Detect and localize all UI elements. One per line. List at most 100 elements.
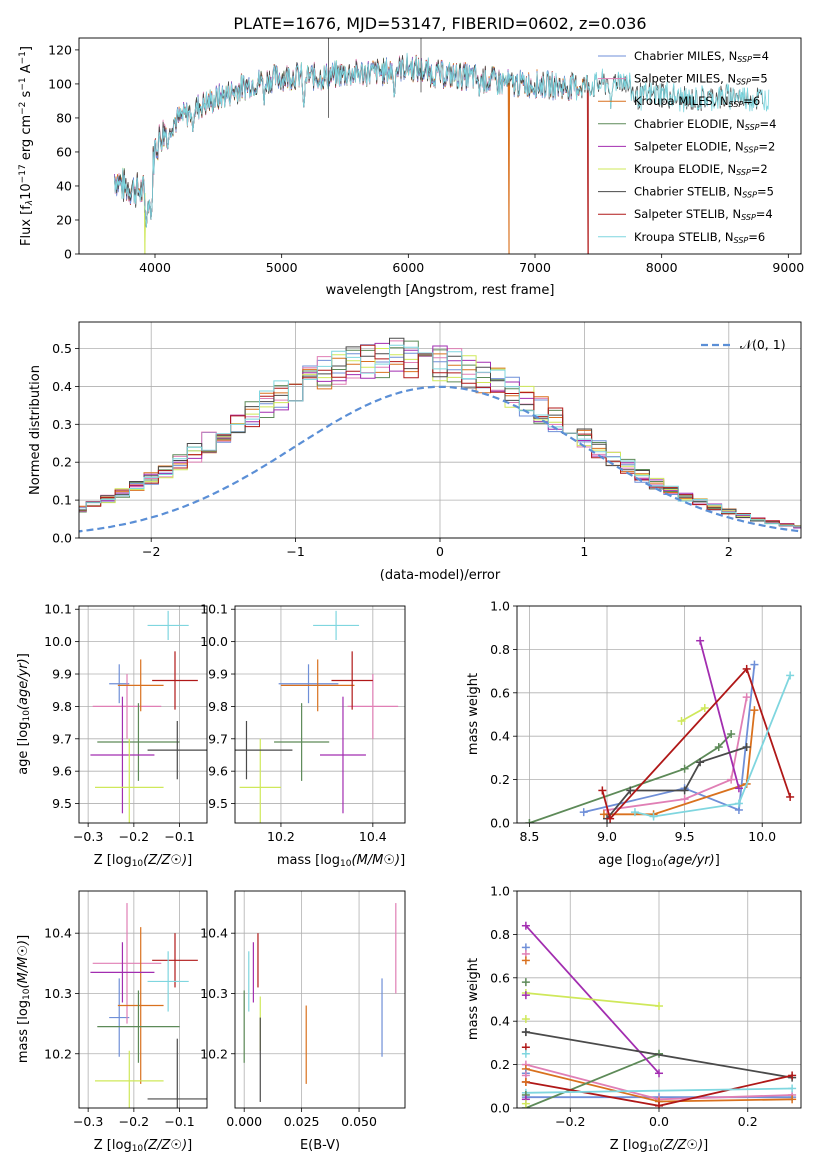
weight-line bbox=[525, 1031, 793, 1079]
axes-frame bbox=[234, 605, 406, 824]
x-tick-label: 9.5 bbox=[675, 829, 695, 844]
legend-subscript: SSP bbox=[744, 145, 759, 154]
y-axis-label: mass weight bbox=[466, 673, 481, 755]
x-axis-label: age [log10(age/yr)] bbox=[598, 853, 720, 869]
y-tick-label: 10.4 bbox=[200, 926, 228, 941]
y-tick-label: 0.6 bbox=[490, 970, 510, 985]
y-tick-label: 80 bbox=[56, 110, 72, 125]
y-tick-label: 0.5 bbox=[52, 341, 72, 356]
y-axis-label: mass [log10(M/M☉)] bbox=[16, 935, 32, 1063]
y-tick-label: 10.1 bbox=[44, 602, 72, 617]
label-part: (M/M☉) bbox=[351, 853, 400, 868]
y-tick-label: 9.7 bbox=[52, 731, 72, 746]
x-tick-label: 4000 bbox=[139, 260, 171, 275]
legend-subscript: SSP bbox=[734, 236, 749, 245]
y-tick-label: 10.1 bbox=[200, 602, 228, 617]
x-tick-label: 5000 bbox=[266, 260, 298, 275]
y-tick-label: 9.5 bbox=[52, 796, 72, 811]
y-tick-label: 10.3 bbox=[200, 986, 228, 1001]
label-part: Z [log bbox=[94, 1138, 132, 1153]
y-tick-label: 1.0 bbox=[490, 884, 510, 899]
legend-subscript: SSP bbox=[729, 100, 744, 109]
x-axis-label: Z [log10(Z/Z☉)] bbox=[94, 1138, 192, 1154]
label-subscript: 10 bbox=[340, 859, 352, 869]
x-tick-label: −0.2 bbox=[119, 829, 149, 844]
label-part: ] bbox=[400, 853, 405, 868]
label-part: ] bbox=[187, 853, 192, 868]
legend-subscript: SSP bbox=[736, 168, 751, 177]
y-tick-label: 9.8 bbox=[52, 699, 72, 714]
weight-lines bbox=[521, 921, 797, 1108]
y-tick-label: 9.5 bbox=[208, 796, 228, 811]
x-tick-label: −0.1 bbox=[164, 1114, 194, 1129]
age-vs-mass-panel: 10.2 10.4 9.5 9.6 9.7 9.8 9.9 10.0 10.1 mass [log… bbox=[200, 602, 406, 869]
y-tick-label: 0.1 bbox=[52, 493, 72, 508]
x-axis-label: (data-model)/error bbox=[380, 568, 501, 583]
label-part: Flux [f bbox=[19, 205, 34, 246]
label-subscript: 10 bbox=[22, 988, 32, 1000]
spectrum-line bbox=[114, 52, 770, 228]
legend-count: =4 bbox=[760, 117, 777, 131]
y-axis-label: Flux [fλ10−17 erg cm−2 s−1 A−1] bbox=[18, 46, 35, 246]
weight-line bbox=[601, 667, 791, 821]
legend-text: Salpeter STELIB, N bbox=[634, 207, 741, 221]
axes-frame bbox=[516, 605, 802, 824]
y-tick-label: 9.7 bbox=[208, 731, 228, 746]
legend-label: Kroupa ELODIE, NSSP=2 bbox=[634, 162, 768, 177]
spectrum-line bbox=[114, 54, 509, 228]
legend-subscript: SSP bbox=[745, 123, 760, 132]
axes-frame bbox=[78, 890, 208, 1109]
label-part: ] bbox=[16, 653, 31, 658]
weight-line bbox=[525, 1052, 660, 1108]
figure-title: PLATE=1676, MJD=53147, FIBERID=0602, z=0… bbox=[233, 14, 646, 33]
label-part: −1 bbox=[18, 51, 28, 64]
y-tick-label: 0.2 bbox=[490, 772, 510, 787]
legend-label: 𝒩(0, 1) bbox=[740, 337, 786, 352]
label-part: ] bbox=[187, 1138, 192, 1153]
legend-subscript: SSP bbox=[737, 55, 752, 64]
y-tick-label: 9.6 bbox=[52, 764, 72, 779]
errorbars bbox=[235, 610, 399, 823]
x-tick-label: −0.2 bbox=[119, 1114, 149, 1129]
weight-line bbox=[634, 675, 791, 818]
label-part: (age/yr) bbox=[16, 658, 31, 710]
y-tick-label: 10.3 bbox=[44, 986, 72, 1001]
legend-subscript: SSP bbox=[741, 213, 756, 222]
spectrum-lines bbox=[114, 38, 770, 254]
legend-text: Kroupa MILES, N bbox=[634, 94, 729, 108]
x-tick-label: 0.000 bbox=[226, 1114, 262, 1129]
label-part: age [log bbox=[16, 722, 31, 775]
label-part: −1 bbox=[18, 77, 28, 90]
legend-text: Salpeter MILES, N bbox=[634, 72, 736, 86]
y-tick-label: 0.3 bbox=[52, 417, 72, 432]
label-subscript: 10 bbox=[648, 1144, 660, 1154]
legend-count: =2 bbox=[751, 162, 768, 176]
legend-count: =4 bbox=[752, 49, 769, 63]
x-tick-label: −0.3 bbox=[73, 829, 103, 844]
label-part: ] bbox=[16, 935, 31, 940]
y-tick-label: 10.2 bbox=[44, 1046, 72, 1061]
label-part: (Z/Z☉) bbox=[143, 853, 187, 868]
legend-subscript: SSP bbox=[736, 78, 751, 87]
weight-line bbox=[529, 733, 732, 823]
weight-line bbox=[606, 696, 748, 811]
label-part: erg cm bbox=[19, 115, 34, 164]
x-tick-label: 10.4 bbox=[359, 829, 387, 844]
errorbars bbox=[90, 903, 207, 1108]
spectrum-line bbox=[114, 55, 507, 254]
weight-line bbox=[583, 664, 756, 813]
y-tick-label: 120 bbox=[48, 42, 72, 57]
y-tick-label: 0.8 bbox=[490, 927, 510, 942]
x-tick-label: 0.2 bbox=[738, 1114, 758, 1129]
label-part: −17 bbox=[18, 164, 28, 183]
x-tick-label: 1 bbox=[580, 544, 588, 559]
y-tick-label: 9.8 bbox=[208, 699, 228, 714]
x-tick-label: 10.2 bbox=[267, 829, 295, 844]
legend-label: Kroupa STELIB, NSSP=6 bbox=[634, 230, 765, 245]
y-tick-label: 10.0 bbox=[200, 634, 228, 649]
label-part: −2 bbox=[18, 102, 28, 115]
legend-label: Kroupa MILES, NSSP=6 bbox=[634, 94, 760, 109]
legend-count: =4 bbox=[756, 207, 773, 221]
x-axis-label: wavelength [Angstrom, rest frame] bbox=[326, 283, 555, 298]
